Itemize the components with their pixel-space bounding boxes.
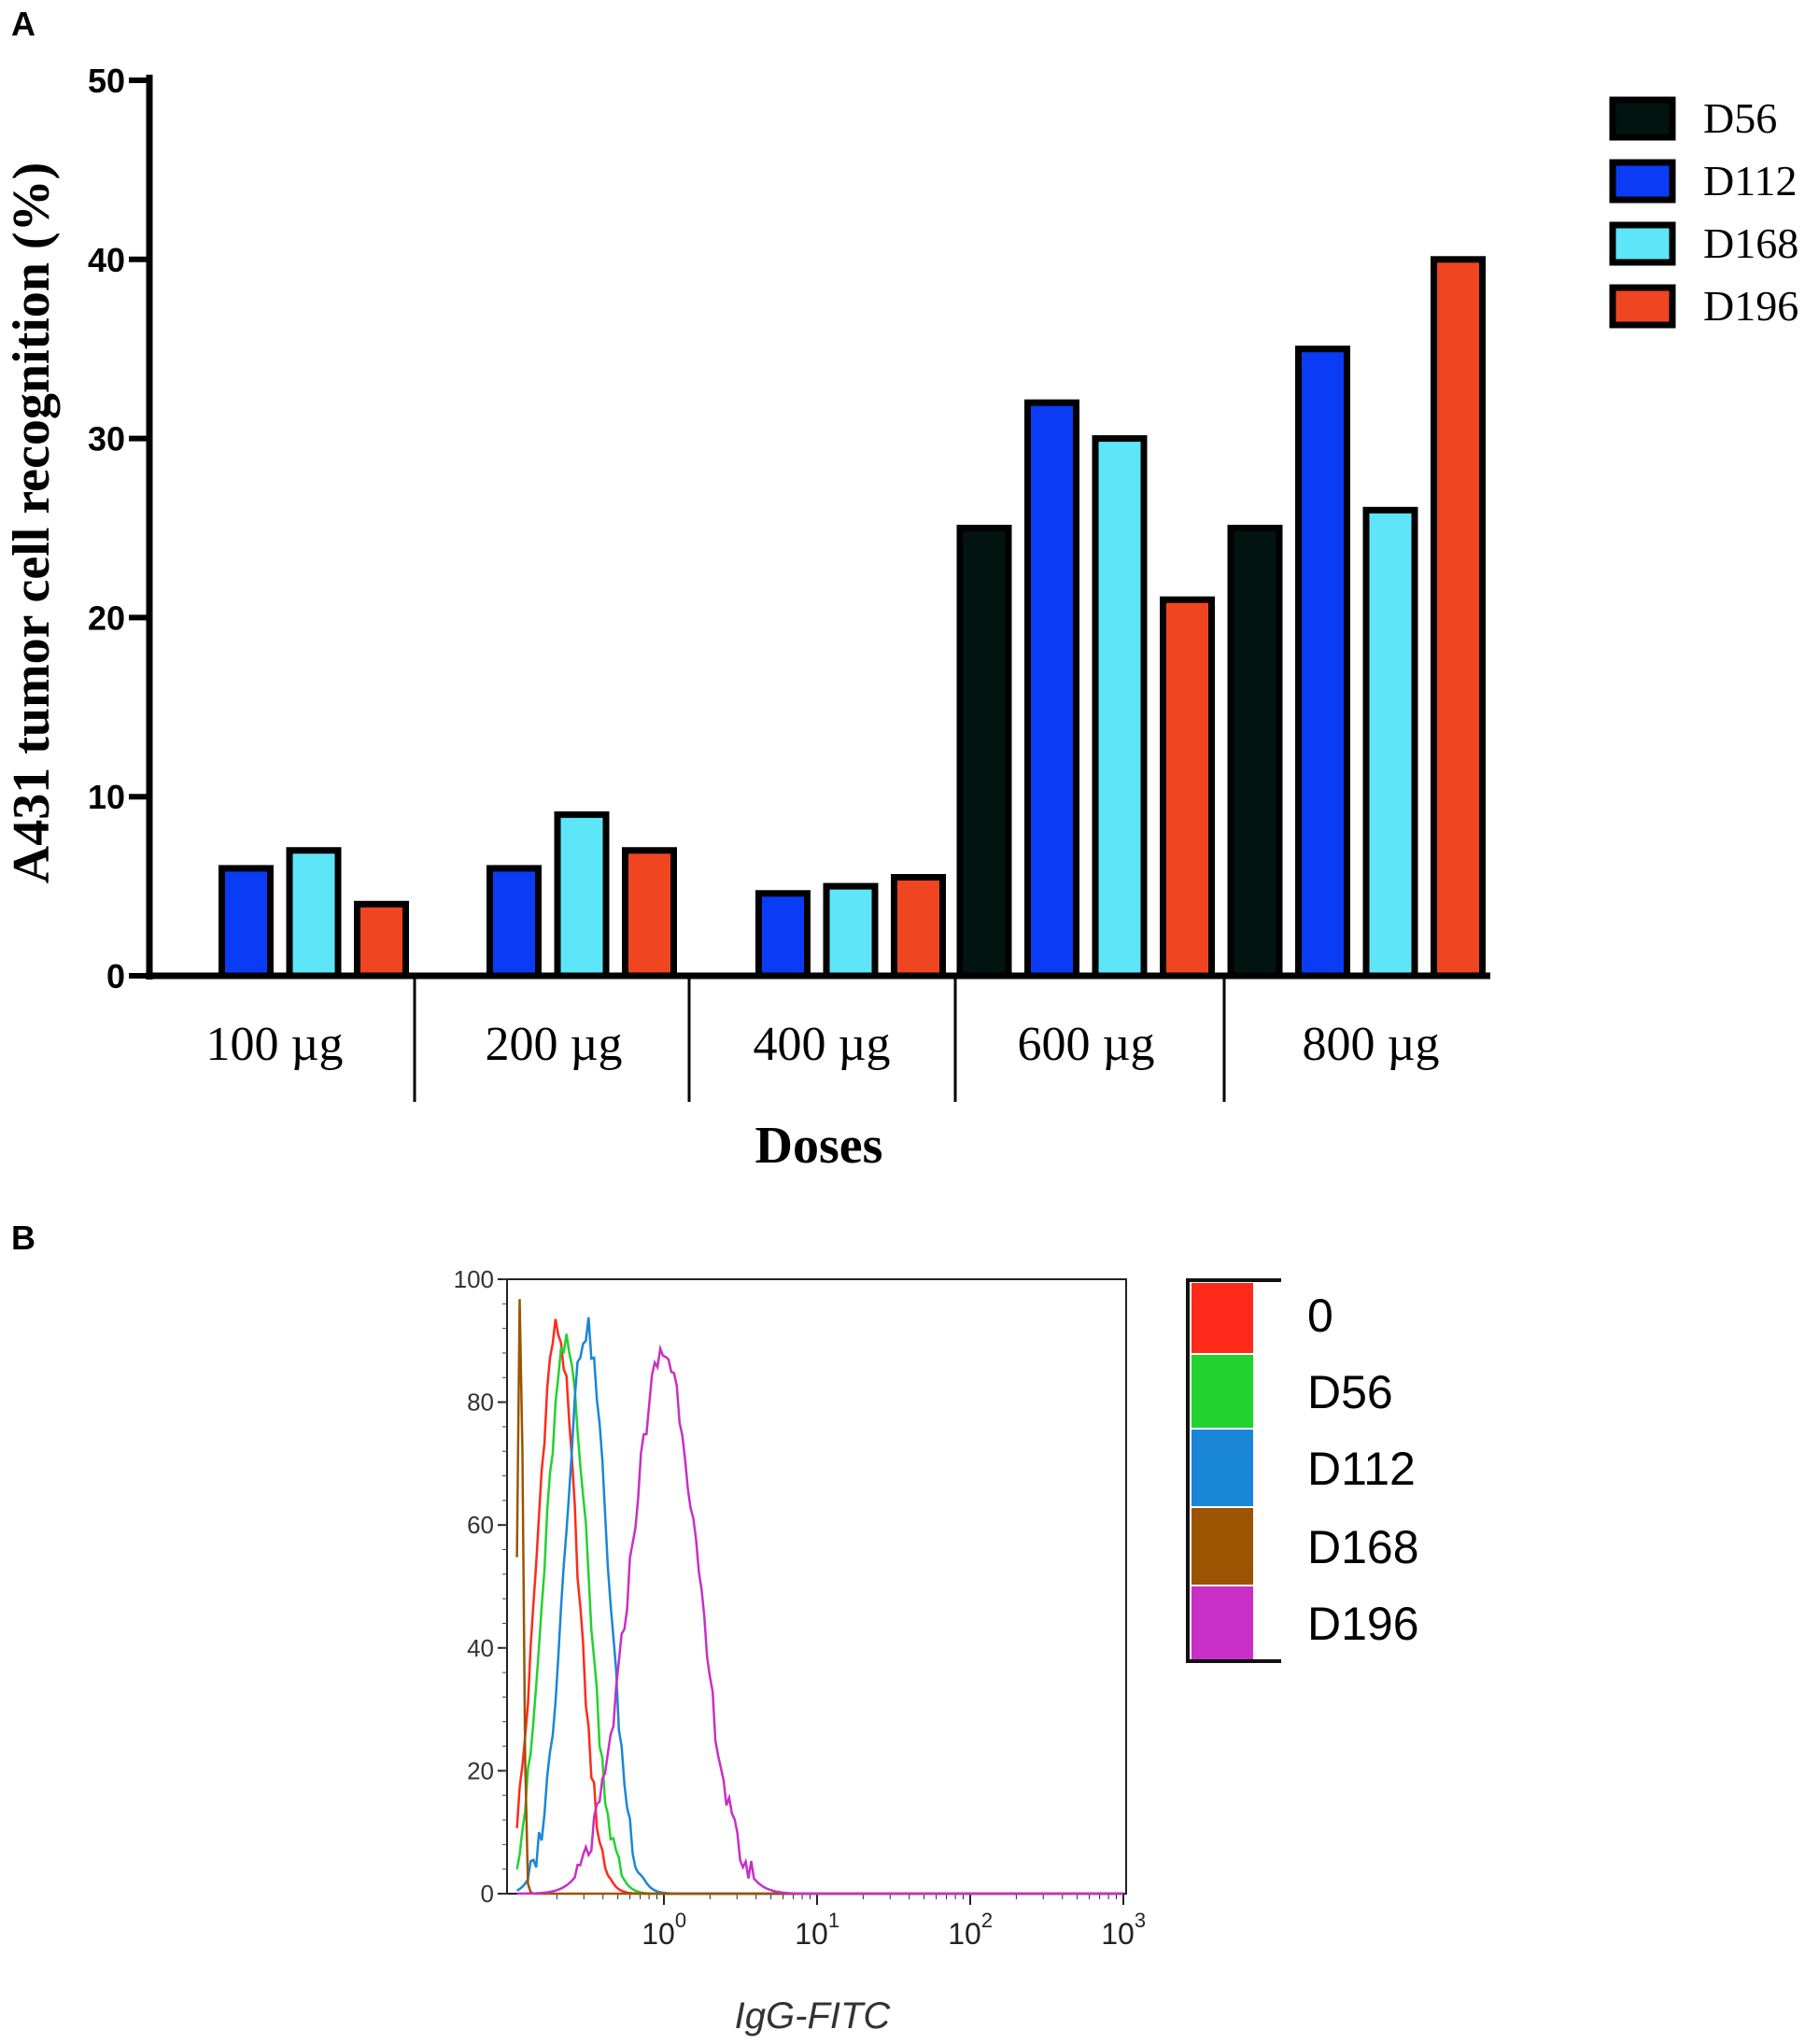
chart-b-series-d112 bbox=[515, 1317, 1123, 1896]
panel-label-b: B bbox=[11, 1219, 35, 1257]
bar-chart-a: A431 tumor cell recognition (%) Doses 0 1… bbox=[3, 62, 1798, 1175]
chart-a-legend-swatch bbox=[1609, 96, 1676, 141]
chart-a-legend-label: D196 bbox=[1703, 282, 1798, 330]
chart-b-series-0 bbox=[515, 1318, 1123, 1896]
chart-b-legend-bracket bbox=[1186, 1278, 1281, 1663]
chart-a-bar-d112 bbox=[487, 865, 542, 980]
chart-b-x-tick-exponent: 2 bbox=[981, 1909, 993, 1932]
chart-b-legend-label: 0 bbox=[1307, 1290, 1333, 1342]
chart-b-x-tick-base: 10 bbox=[1101, 1917, 1135, 1951]
chart-a-bar-d112 bbox=[1295, 345, 1350, 980]
chart-b-x-tick-exponent: 0 bbox=[675, 1909, 686, 1932]
chart-b-legend-swatch bbox=[1192, 1430, 1253, 1506]
chart-b-series-d56 bbox=[515, 1333, 1123, 1896]
chart-b-legend-label: D168 bbox=[1307, 1521, 1419, 1573]
chart-a-bar-d196 bbox=[891, 874, 946, 980]
chart-b-legend-swatch bbox=[1192, 1508, 1253, 1585]
chart-b-y-tick-label: 40 bbox=[467, 1634, 494, 1662]
chart-b-x-tick-base: 10 bbox=[795, 1917, 828, 1951]
chart-a-bar-d196 bbox=[1160, 596, 1215, 980]
chart-b-legend-label: D196 bbox=[1307, 1598, 1419, 1650]
chart-a-y-tick-label: 10 bbox=[88, 778, 125, 816]
chart-a-category-label: 800 µg bbox=[1303, 1018, 1440, 1071]
chart-b-legend-swatch bbox=[1192, 1355, 1253, 1428]
chart-b-legend-label: D112 bbox=[1307, 1443, 1416, 1495]
chart-b-legend-swatch bbox=[1192, 1283, 1253, 1353]
chart-a-bar-d196 bbox=[622, 847, 677, 980]
chart-b-x-tick-base: 10 bbox=[642, 1917, 675, 1951]
chart-a-y-tick-label: 40 bbox=[88, 241, 125, 279]
chart-a-bar-d112 bbox=[1024, 399, 1079, 980]
chart-b-series-d168 bbox=[515, 1299, 1123, 1896]
chart-a-y-tick-label: 50 bbox=[88, 62, 125, 100]
chart-a-bar-d56 bbox=[956, 525, 1012, 980]
chart-b-legend-swatch bbox=[1192, 1586, 1253, 1659]
chart-a-category-label: 200 µg bbox=[486, 1018, 623, 1071]
chart-b-y-tick-label: 60 bbox=[467, 1511, 494, 1539]
chart-a-bar-d168 bbox=[286, 847, 342, 980]
chart-a-legend-label: D56 bbox=[1703, 94, 1777, 142]
chart-a-legend-swatch bbox=[1609, 284, 1676, 329]
chart-b-y-tick-label: 20 bbox=[467, 1756, 494, 1784]
chart-b-y-tick-label: 80 bbox=[467, 1389, 494, 1417]
chart-b-legend-label: D56 bbox=[1307, 1366, 1393, 1418]
chart-a-category-label: 100 µg bbox=[206, 1018, 344, 1071]
chart-a-bar-d196 bbox=[354, 900, 409, 980]
chart-a-legend-swatch bbox=[1609, 159, 1676, 204]
chart-a-bar-d112 bbox=[755, 890, 811, 980]
chart-a-bar-d168 bbox=[1092, 435, 1148, 980]
chart-b-y-tick-label: 0 bbox=[481, 1880, 494, 1908]
chart-b-x-tick-base: 10 bbox=[948, 1917, 981, 1951]
chart-a-bar-d168 bbox=[1362, 506, 1418, 980]
chart-b-x-axis-label: IgG-FITC bbox=[735, 1995, 892, 2037]
chart-a-category-label: 400 µg bbox=[754, 1018, 891, 1071]
chart-b-y-tick-label: 100 bbox=[454, 1265, 494, 1293]
chart-a-bar-d56 bbox=[1227, 525, 1283, 980]
chart-a-bar-d168 bbox=[554, 811, 610, 980]
chart-b-x-tick-exponent: 3 bbox=[1135, 1909, 1146, 1932]
panel-label-a: A bbox=[11, 5, 35, 43]
chart-a-bar-d196 bbox=[1431, 256, 1486, 980]
chart-a-y-tick-label: 0 bbox=[106, 957, 125, 995]
chart-a-category-label: 600 µg bbox=[1018, 1018, 1155, 1071]
chart-a-legend-label: D112 bbox=[1703, 157, 1798, 204]
chart-b-series-d196 bbox=[516, 1344, 1123, 1896]
chart-a-legend-label: D168 bbox=[1703, 219, 1798, 267]
chart-a-bar-d168 bbox=[823, 882, 879, 980]
chart-a-y-tick-label: 30 bbox=[88, 420, 125, 458]
chart-a-x-axis-label: Doses bbox=[755, 1117, 883, 1175]
chart-a-bar-d112 bbox=[219, 865, 274, 980]
chart-a-legend-swatch bbox=[1609, 221, 1676, 266]
chart-a-y-tick-label: 20 bbox=[88, 599, 125, 637]
chart-a-y-axis-label: A431 tumor cell recognition (%) bbox=[3, 162, 61, 883]
chart-b-x-tick-exponent: 1 bbox=[828, 1909, 839, 1932]
